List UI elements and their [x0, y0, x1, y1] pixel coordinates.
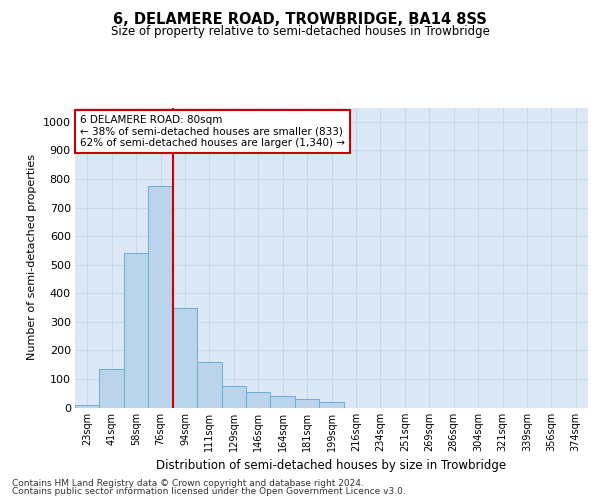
Bar — [246, 392, 271, 407]
Text: Contains public sector information licensed under the Open Government Licence v3: Contains public sector information licen… — [12, 487, 406, 496]
Text: 6, DELAMERE ROAD, TROWBRIDGE, BA14 8SS: 6, DELAMERE ROAD, TROWBRIDGE, BA14 8SS — [113, 12, 487, 28]
Bar — [197, 362, 221, 408]
Bar — [271, 396, 295, 407]
Bar — [148, 186, 173, 408]
X-axis label: Distribution of semi-detached houses by size in Trowbridge: Distribution of semi-detached houses by … — [157, 460, 506, 472]
Bar — [100, 369, 124, 408]
Y-axis label: Number of semi-detached properties: Number of semi-detached properties — [27, 154, 37, 360]
Bar — [319, 402, 344, 407]
Text: Size of property relative to semi-detached houses in Trowbridge: Size of property relative to semi-detach… — [110, 25, 490, 38]
Bar — [124, 253, 148, 408]
Bar — [221, 386, 246, 407]
Bar — [295, 399, 319, 407]
Bar — [75, 404, 100, 407]
Text: 6 DELAMERE ROAD: 80sqm
← 38% of semi-detached houses are smaller (833)
62% of se: 6 DELAMERE ROAD: 80sqm ← 38% of semi-det… — [80, 115, 345, 148]
Bar — [173, 308, 197, 408]
Text: Contains HM Land Registry data © Crown copyright and database right 2024.: Contains HM Land Registry data © Crown c… — [12, 478, 364, 488]
